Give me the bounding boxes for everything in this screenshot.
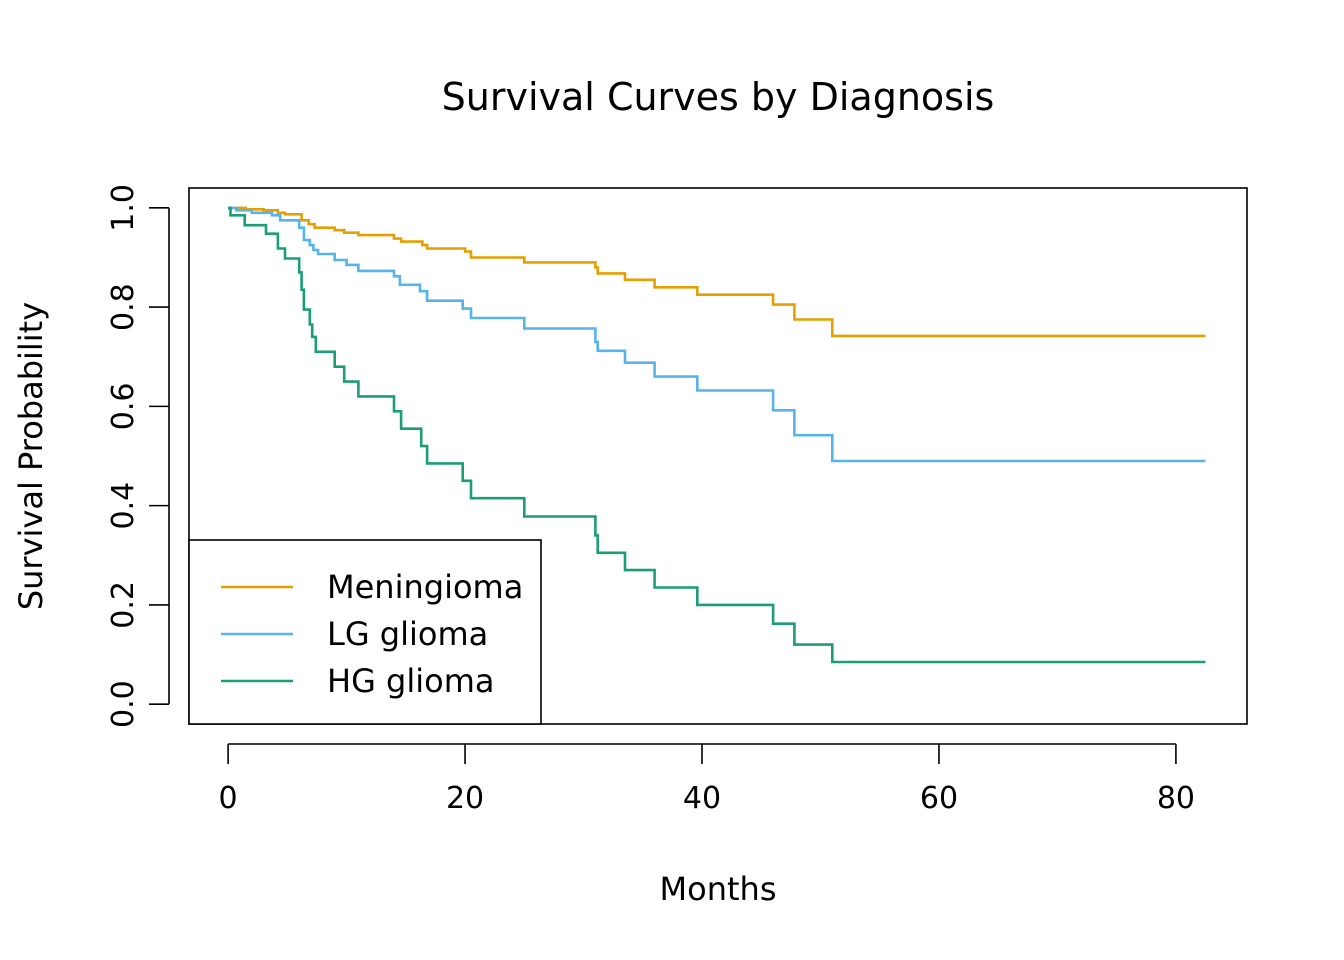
legend-label-2: HG glioma: [327, 662, 494, 700]
y-tick-label-3: 0.6: [106, 383, 141, 431]
y-tick-label-1: 0.2: [106, 581, 141, 629]
x-tick-label-2: 40: [683, 781, 721, 816]
chart-title: Survival Curves by Diagnosis: [442, 75, 995, 119]
x-tick-label-4: 80: [1157, 781, 1195, 816]
y-tick-label-4: 0.8: [106, 283, 141, 331]
x-tick-label-0: 0: [219, 781, 238, 816]
x-tick-label-1: 20: [446, 781, 484, 816]
y-tick-label-2: 0.4: [106, 482, 141, 530]
survival-curves: [228, 206, 1206, 664]
y-tick-label-0: 0.0: [106, 680, 141, 728]
x-tick-label-3: 60: [920, 781, 958, 816]
series-line-2: [228, 206, 1206, 664]
plot-frame: [188, 187, 1248, 725]
legend-label-1: LG glioma: [327, 615, 488, 653]
y-tick-label-5: 1.0: [106, 184, 141, 232]
legend-label-0: Meningioma: [327, 568, 523, 606]
y-axis: 0.0 0.2 0.4 0.6 0.8 1.0: [106, 184, 170, 728]
legend: Meningioma LG glioma HG glioma: [188, 539, 542, 725]
series-line-0: [228, 206, 1206, 338]
x-axis: 0 20 40 60 80: [219, 743, 1195, 816]
y-axis-label: Survival Probability: [12, 302, 50, 610]
legend-box: [188, 539, 542, 725]
series-line-1: [228, 206, 1206, 463]
x-axis-label: Months: [660, 870, 777, 908]
